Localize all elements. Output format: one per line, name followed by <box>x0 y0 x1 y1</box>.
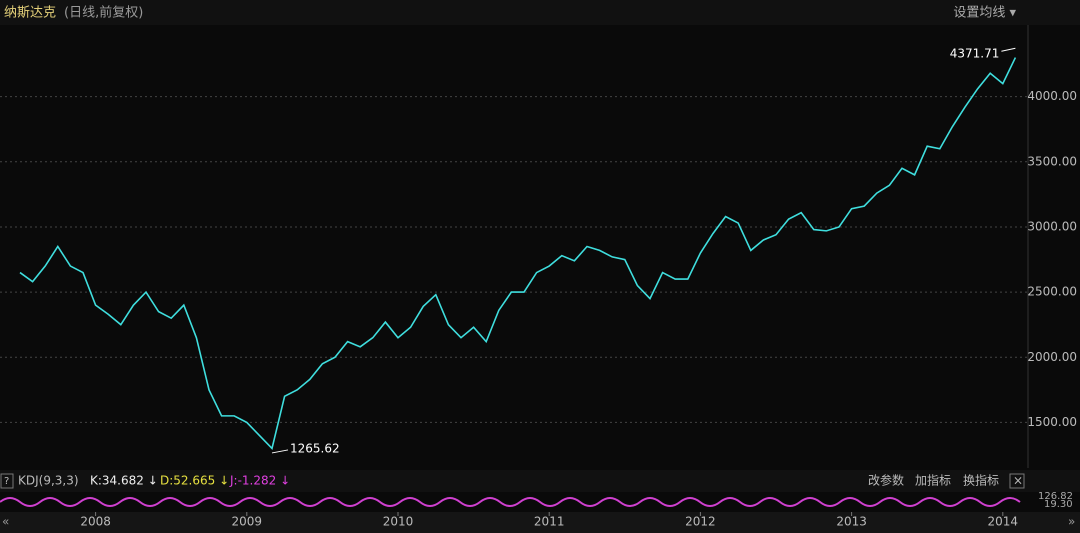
low-label: 1265.62 <box>290 441 340 455</box>
x-tick-label: 2009 <box>232 515 263 529</box>
indicator-decoration <box>0 497 1021 507</box>
y-tick-label: 4000.00 <box>1027 89 1077 103</box>
indicator-d: D:52.665 ↓ <box>160 474 229 488</box>
indicator-scale: 19.30 <box>1044 499 1073 510</box>
chart-title: 纳斯达克 <box>4 6 56 21</box>
x-tick-label: 2012 <box>685 515 716 529</box>
scroll-left[interactable]: « <box>2 515 9 529</box>
x-tick-label: 2014 <box>988 515 1019 529</box>
chart-subtitle: (日线,前复权) <box>64 5 143 21</box>
indicator-name: KDJ(9,3,3) <box>18 474 79 488</box>
close-icon: × <box>1013 474 1023 488</box>
indicator-scale: 126.82 <box>1038 491 1073 502</box>
low-marker <box>271 449 289 454</box>
indicator-button[interactable]: 换指标 <box>963 473 999 488</box>
indicator-k: K:34.682 ↓ <box>90 474 158 488</box>
indicator-j: J:-1.282 ↓ <box>229 474 290 488</box>
y-tick-label: 2000.00 <box>1027 350 1077 364</box>
x-tick-label: 2011 <box>534 515 565 529</box>
x-tick-label: 2013 <box>836 515 867 529</box>
indicator-panel <box>0 493 1028 510</box>
help-icon: ? <box>4 476 9 487</box>
close-button[interactable] <box>1009 473 1025 489</box>
y-tick-label: 1500.00 <box>1027 415 1077 429</box>
scroll-right[interactable]: » <box>1068 515 1075 529</box>
ma-button[interactable]: 设置均线 ▾ <box>953 6 1016 21</box>
y-tick-label: 3000.00 <box>1027 219 1077 233</box>
high-marker <box>1001 47 1016 52</box>
indicator-button[interactable]: 改参数 <box>868 473 904 488</box>
price-line <box>19 57 1017 451</box>
y-tick-label: 3500.00 <box>1027 154 1077 168</box>
time-axis-bar <box>0 512 1080 533</box>
indicator-bar <box>0 470 1080 492</box>
indicator-button[interactable]: 加指标 <box>915 473 951 488</box>
header-bar <box>0 0 1080 25</box>
x-tick-label: 2010 <box>383 515 414 529</box>
help-button[interactable] <box>0 473 14 489</box>
high-label: 4371.71 <box>950 47 1000 61</box>
x-tick-label: 2008 <box>80 515 111 529</box>
y-tick-label: 2500.00 <box>1027 285 1077 299</box>
